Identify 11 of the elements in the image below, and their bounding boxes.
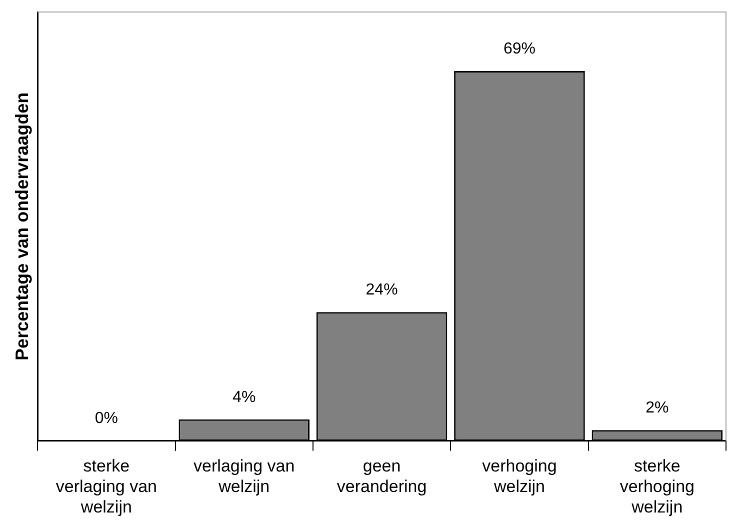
x-tick-label: sterke verhoging welzijn — [620, 456, 694, 516]
data-label: 69% — [503, 40, 536, 58]
data-label: 4% — [232, 388, 256, 406]
x-tick-label: sterke verlaging van welzijn — [56, 456, 158, 516]
data-label: 0% — [94, 410, 118, 428]
y-axis-title: Percentage van ondervraagden — [12, 92, 32, 360]
x-tick-label: verlaging van welzijn — [194, 456, 295, 496]
data-label: 2% — [646, 399, 669, 416]
x-tick-label: verhoging welzijn — [482, 456, 557, 496]
x-tick-label: geen verandering — [336, 456, 427, 496]
data-label: 24% — [366, 282, 398, 299]
